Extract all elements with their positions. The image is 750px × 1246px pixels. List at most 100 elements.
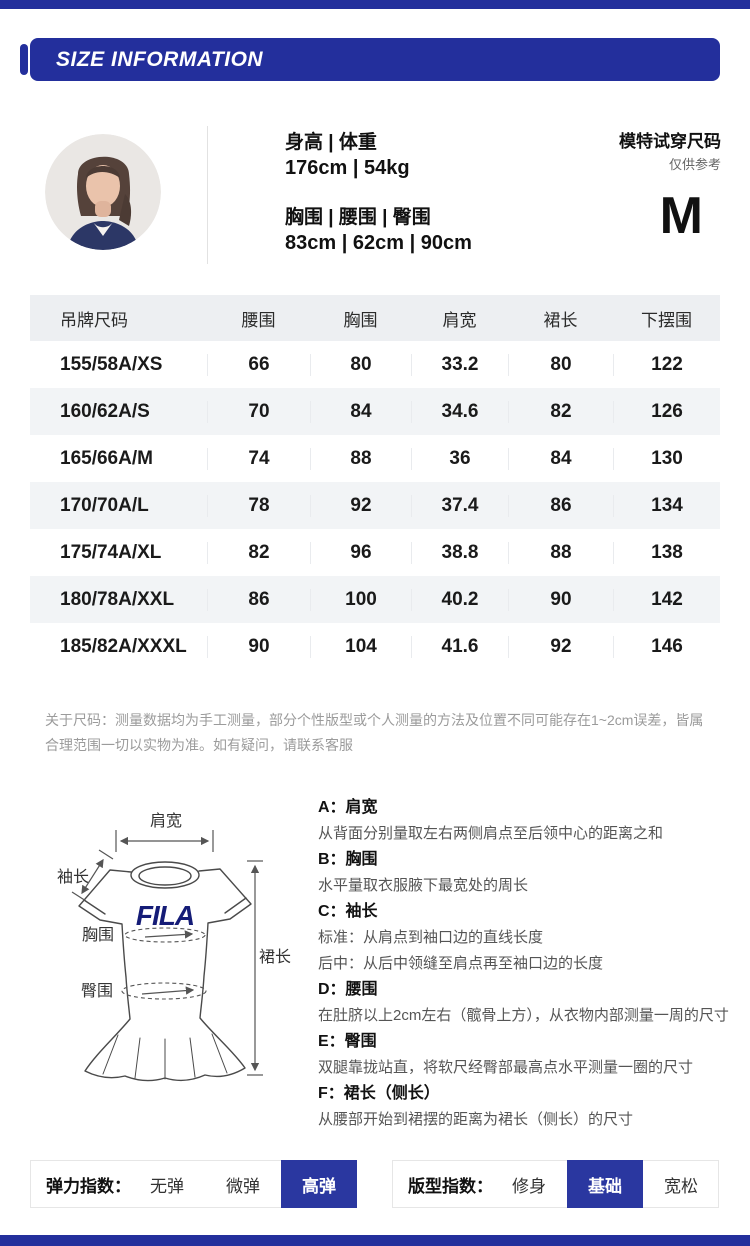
size-value: 40.2 <box>411 588 508 611</box>
size-value: 90 <box>207 635 310 658</box>
table-row: 180/78A/XXL 86 100 40.2 90 142 <box>30 576 720 623</box>
size-name: 175/74A/XL <box>60 541 162 563</box>
girth-value: 83cm | 62cm | 90cm <box>285 232 472 254</box>
label-shoulder-width: 肩宽 <box>150 812 182 830</box>
table-row: 185/82A/XXXL 90 104 41.6 92 146 <box>30 623 720 670</box>
guide-desc: 从背面分别量取左右两侧肩点至后领中心的距离之和 <box>318 825 664 842</box>
elasticity-index-label: 弹力指数： <box>46 1176 131 1196</box>
col-header: 腰围 <box>241 310 276 330</box>
section-banner: SIZE INFORMATION <box>30 38 720 81</box>
size-value: 126 <box>613 400 720 423</box>
fit-index-label: 版型指数： <box>408 1176 493 1196</box>
elasticity-options: 无弹 微弹 高弹 <box>129 1160 357 1208</box>
fitting-note: 仅供参考 <box>668 157 721 172</box>
fit-index-box: 版型指数： 修身 基础 宽松 <box>392 1160 719 1208</box>
vertical-divider <box>207 126 208 264</box>
label-hip: 臀围 <box>81 982 113 1000</box>
size-name: 170/70A/L <box>60 494 149 516</box>
size-value: 80 <box>310 353 411 376</box>
size-table-header: 吊牌尺码 腰围 胸围 肩宽 裙长 下摆围 <box>30 295 720 341</box>
size-value: 78 <box>207 494 310 517</box>
size-value: 34.6 <box>411 400 508 423</box>
size-value: 36 <box>411 447 508 470</box>
top-accent-bar <box>0 0 750 9</box>
size-value: 82 <box>207 541 310 564</box>
model-portrait-illustration <box>45 134 161 250</box>
size-table: 吊牌尺码 腰围 胸围 肩宽 裙长 下摆围 155/58A/XS 66 80 33… <box>30 295 720 670</box>
size-value: 88 <box>508 541 613 564</box>
size-value: 70 <box>207 400 310 423</box>
size-name: 180/78A/XXL <box>60 588 175 610</box>
banner-notch <box>20 44 28 75</box>
size-value: 41.6 <box>411 635 508 658</box>
col-header: 下摆围 <box>641 310 692 330</box>
guide-desc: 标准：从肩点到袖口边的直线长度 <box>318 929 544 946</box>
col-header: 吊牌尺码 <box>60 310 128 330</box>
col-header: 肩宽 <box>442 310 477 330</box>
size-value: 92 <box>508 635 613 658</box>
fit-options: 修身 基础 宽松 <box>491 1160 719 1208</box>
col-header: 裙长 <box>543 310 578 330</box>
guide-desc: 水平量取衣服腋下最宽处的周长 <box>318 877 529 894</box>
fila-logo: FILA <box>136 900 194 931</box>
size-value: 80 <box>508 353 613 376</box>
guide-desc: 在肚脐以上2cm左右（髋骨上方），从衣物内部测量一周的尺寸 <box>318 1007 729 1024</box>
size-value: 92 <box>310 494 411 517</box>
size-value: 33.2 <box>411 353 508 376</box>
table-row: 170/70A/L 78 92 37.4 86 134 <box>30 482 720 529</box>
size-name: 160/62A/S <box>60 400 150 422</box>
option-regular-fit-selected: 基础 <box>567 1160 643 1208</box>
dress-measurement-diagram: 肩宽 FILA 袖长 胸围 <box>42 786 310 1138</box>
guide-title: A：肩宽 <box>318 799 378 816</box>
size-value: 146 <box>613 635 720 658</box>
guide-desc: 后中：从后中领缝至肩点再至袖口边的长度 <box>318 955 604 972</box>
guide-desc: 从腰部开始到裙摆的距离为裙长（侧长）的尺寸 <box>318 1111 634 1128</box>
size-value: 86 <box>508 494 613 517</box>
fitting-label: 模特试穿尺码 <box>619 132 721 151</box>
guide-title: E：臀围 <box>318 1033 377 1050</box>
label-bust: 胸围 <box>82 926 114 944</box>
height-weight-label: 身高 | 体重 <box>285 132 377 153</box>
size-value: 37.4 <box>411 494 508 517</box>
guide-desc: 双腿靠拢站直，将软尺经臀部最高点水平测量一圈的尺寸 <box>318 1059 694 1076</box>
size-name: 165/66A/M <box>60 447 153 469</box>
size-value: 82 <box>508 400 613 423</box>
model-fitting-size: 模特试穿尺码 仅供参考 M <box>571 130 721 244</box>
fitting-size-value: M <box>659 187 703 245</box>
size-value: 86 <box>207 588 310 611</box>
size-value: 66 <box>207 353 310 376</box>
option-no-stretch: 无弹 <box>150 1176 184 1196</box>
option-high-stretch-selected: 高弹 <box>281 1160 357 1208</box>
option-slight-stretch: 微弹 <box>226 1176 260 1196</box>
bottom-accent-bar <box>0 1235 750 1246</box>
size-value: 100 <box>310 588 411 611</box>
guide-title: B：胸围 <box>318 851 378 868</box>
label-sleeve-length: 袖长 <box>57 868 89 886</box>
section-title: SIZE INFORMATION <box>56 47 264 71</box>
girth-label: 胸围 | 腰围 | 臀围 <box>285 207 431 228</box>
table-row: 155/58A/XS 66 80 33.2 80 122 <box>30 341 720 388</box>
size-value: 134 <box>613 494 720 517</box>
size-value: 90 <box>508 588 613 611</box>
guide-title: D：腰围 <box>318 981 378 998</box>
size-value: 88 <box>310 447 411 470</box>
size-value: 104 <box>310 635 411 658</box>
size-name: 155/58A/XS <box>60 353 163 375</box>
option-slim-fit: 修身 <box>512 1176 546 1196</box>
size-value: 96 <box>310 541 411 564</box>
size-value: 142 <box>613 588 720 611</box>
option-loose-fit: 宽松 <box>664 1176 698 1196</box>
measure-guide: A：肩宽 从背面分别量取左右两侧肩点至后领中心的距离之和 B：胸围 水平量取衣服… <box>318 795 746 1133</box>
size-value: 74 <box>207 447 310 470</box>
model-photo <box>45 134 161 250</box>
size-value: 84 <box>508 447 613 470</box>
size-name: 185/82A/XXXL <box>60 635 187 657</box>
table-row: 160/62A/S 70 84 34.6 82 126 <box>30 388 720 435</box>
size-disclaimer-note: 关于尺码：测量数据均为手工测量，部分个性版型或个人测量的方法及位置不同可能存在1… <box>45 712 704 753</box>
guide-title: C：袖长 <box>318 903 378 920</box>
col-header: 胸围 <box>343 310 378 330</box>
size-value: 138 <box>613 541 720 564</box>
guide-title: F：裙长（侧长） <box>318 1085 440 1102</box>
elasticity-index-box: 弹力指数： 无弹 微弹 高弹 <box>30 1160 357 1208</box>
